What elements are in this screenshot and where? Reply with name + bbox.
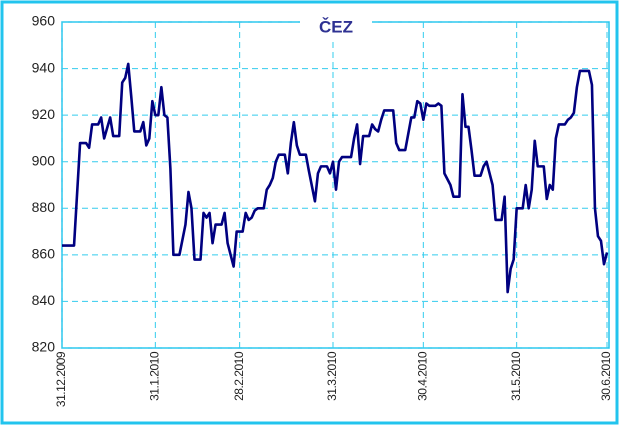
title-box xyxy=(300,14,372,40)
y-tick-label: 860 xyxy=(32,246,56,262)
x-tick-label: 28.2.2010 xyxy=(232,351,246,401)
grid xyxy=(61,21,609,349)
x-tick-label: 30.4.2010 xyxy=(415,351,429,401)
y-tick-label: 900 xyxy=(32,152,56,168)
marks xyxy=(62,62,609,294)
y-tick-label: 840 xyxy=(32,292,56,308)
line xyxy=(62,62,609,294)
x-tick-label: 31.5.2010 xyxy=(509,351,523,401)
x-tick-label: 31.12.2009 xyxy=(54,351,68,407)
y-tick-label: 880 xyxy=(32,199,56,215)
x-tick-label: 31.3.2010 xyxy=(325,351,339,401)
x-tick-label: 31.1.2010 xyxy=(148,351,162,401)
y-tick-label: 960 xyxy=(32,13,56,29)
y-tick-label: 940 xyxy=(32,59,56,75)
y-tick-label: 920 xyxy=(32,106,56,122)
y-tick-label: 820 xyxy=(32,339,56,355)
chart-title: ČEZ xyxy=(319,17,353,36)
x-tick-label: 30.6.2010 xyxy=(599,351,613,401)
